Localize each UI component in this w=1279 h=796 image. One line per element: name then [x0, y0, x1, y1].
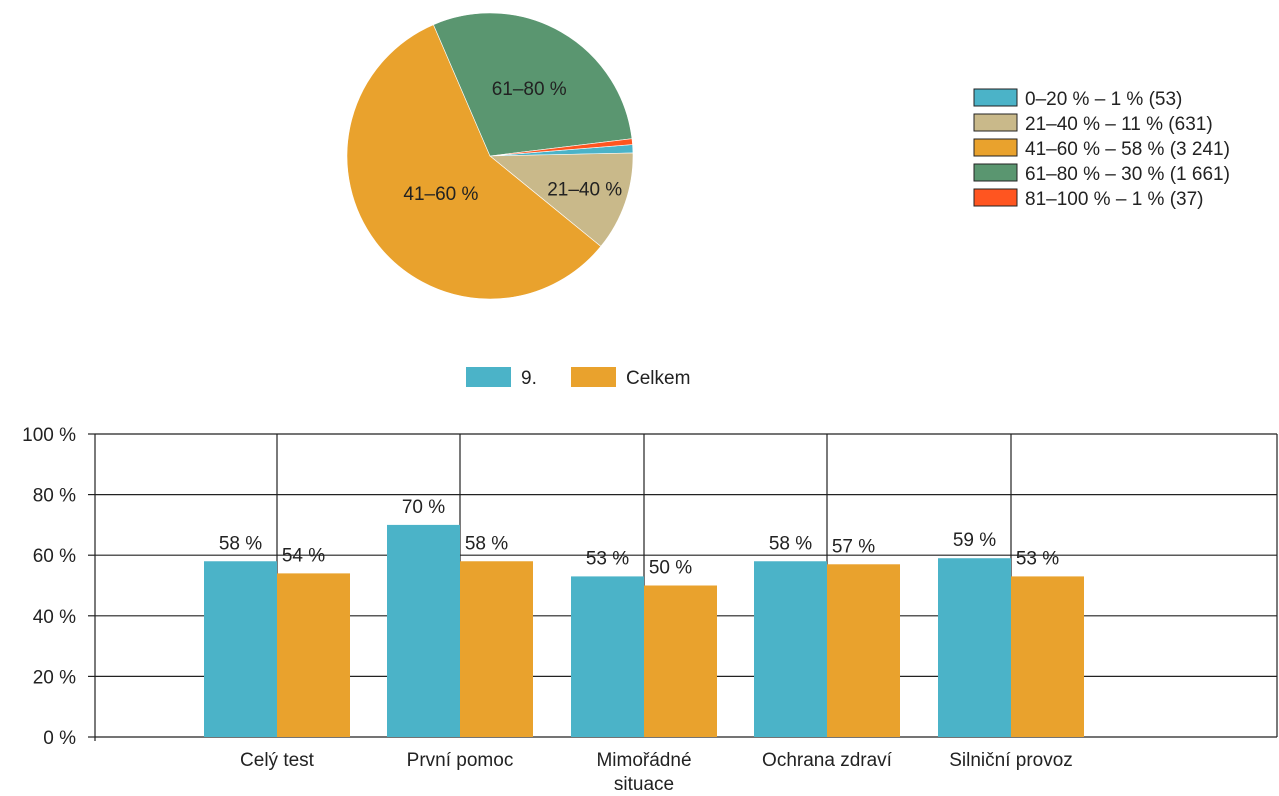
x-tick-label: Ochrana zdraví [762, 750, 893, 771]
bar-data-label: 70 % [402, 497, 445, 518]
legend-swatch [973, 163, 1018, 182]
bar-9-ochrana-zdrav [754, 561, 827, 737]
legend-swatch [466, 367, 511, 387]
legend-swatch [973, 138, 1018, 157]
pie-slice-61-80 [433, 12, 633, 157]
bar-data-label: 57 % [832, 536, 875, 557]
x-tick-label: situace [614, 774, 674, 795]
bar-data-label: 54 % [282, 545, 325, 566]
pie-slice-41-60 [346, 24, 602, 300]
bar-celkem-silni-n-provoz [1011, 576, 1084, 737]
pie-slice-81-100 [489, 138, 633, 157]
legend-label: 81–100 % – 1 % (37) [1025, 189, 1204, 210]
bar-data-label: 58 % [465, 533, 508, 554]
pie-slice-21-40 [489, 152, 634, 247]
bar-celkem-prvn-pomoc [460, 561, 533, 737]
y-tick-label: 20 % [33, 667, 76, 688]
x-tick-label: Mimořádné [596, 750, 691, 771]
bar-data-label: 58 % [219, 533, 262, 554]
legend-label: Celkem [626, 368, 690, 389]
bar-data-label: 53 % [586, 548, 629, 569]
y-tick-label: 100 % [22, 425, 76, 446]
bar-data-label: 50 % [649, 558, 692, 579]
legend-swatch [973, 88, 1018, 107]
bar-9-cel-test [204, 561, 277, 737]
x-tick-label: První pomoc [407, 750, 514, 771]
bar-legend: 9. Celkem [466, 367, 690, 389]
pie-slice-label: 41–60 % [403, 184, 478, 205]
legend-label: 41–60 % – 58 % (3 241) [1025, 139, 1230, 160]
bar-celkem-mimo-dn-situace [644, 585, 717, 737]
legend-swatch [973, 188, 1018, 207]
bar-9-mimo-dn-situace [571, 576, 644, 737]
pie-legend: 0–20 % – 1 % (53) 21–40 % – 11 % (631) 41–… [973, 88, 1230, 210]
x-tick-label: Silniční provoz [949, 750, 1073, 771]
y-tick-label: 80 % [33, 486, 76, 507]
bar-chart: 0 % 20 % 40 % 60 % 80 % 100 % 58 % 70 % 53 % 58 %… [22, 425, 1278, 795]
legend-label: 21–40 % – 11 % (631) [1025, 114, 1213, 135]
y-tick-label: 0 % [43, 728, 76, 749]
bar-celkem-cel-test [277, 573, 350, 737]
bar-data-label: 58 % [769, 533, 812, 554]
bar-celkem-ochrana-zdrav [827, 564, 900, 737]
legend-label: 9. [521, 368, 537, 389]
y-tick-label: 40 % [33, 607, 76, 628]
legend-swatch [571, 367, 616, 387]
pie-slice-label: 61–80 % [492, 79, 567, 100]
bar-9-silni-n-provoz [938, 558, 1011, 737]
x-tick-label: Celý test [240, 750, 315, 771]
legend-swatch [973, 113, 1018, 132]
bar-data-label: 59 % [953, 530, 996, 551]
y-tick-label: 60 % [33, 546, 76, 567]
bar-data-label: 53 % [1016, 548, 1059, 569]
pie-chart: 21–40 % 41–60 % 61–80 % [346, 12, 634, 300]
legend-label: 61–80 % – 30 % (1 661) [1025, 164, 1230, 185]
pie-slice-label: 21–40 % [547, 180, 622, 201]
legend-label: 0–20 % – 1 % (53) [1025, 89, 1182, 110]
bar-9-prvn-pomoc [387, 524, 460, 737]
